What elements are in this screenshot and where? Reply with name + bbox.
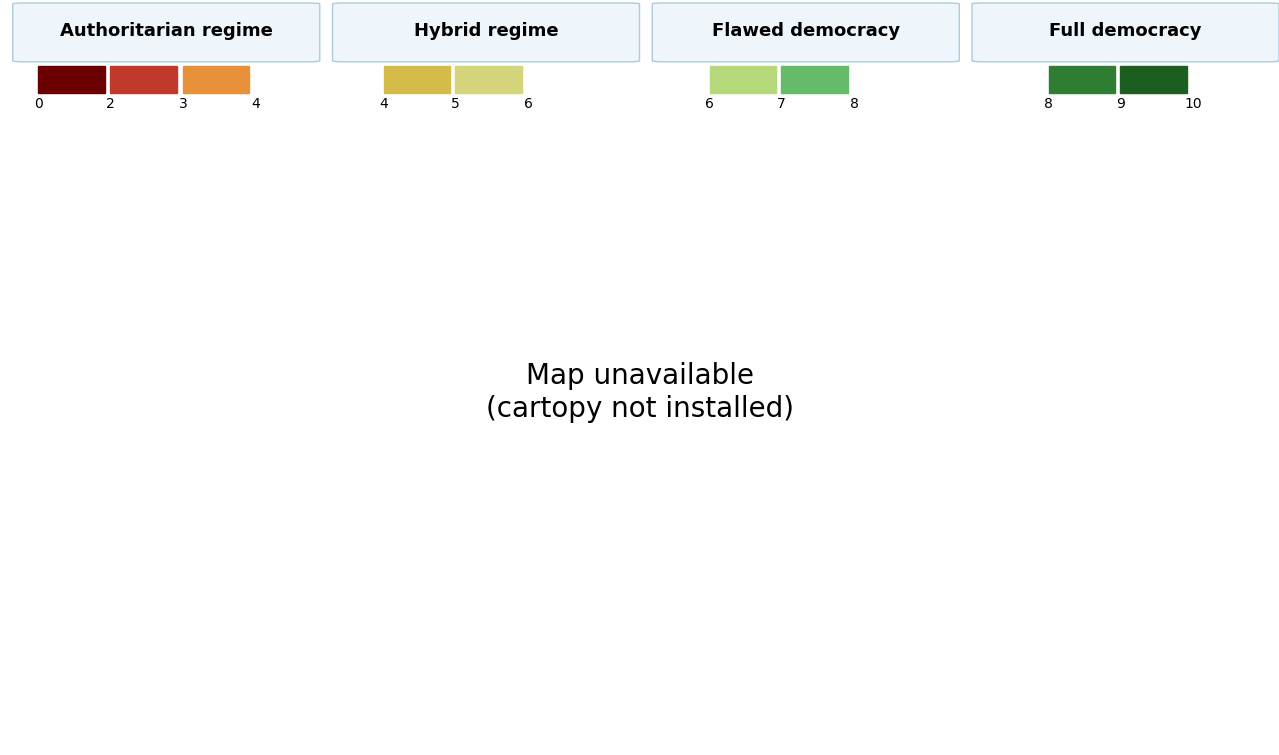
Bar: [710, 66, 776, 93]
Text: 10: 10: [1184, 97, 1202, 111]
Text: 8: 8: [851, 97, 858, 111]
Bar: [1120, 66, 1187, 93]
Text: 3: 3: [179, 97, 187, 111]
Bar: [781, 66, 848, 93]
Text: 2: 2: [106, 97, 114, 111]
Bar: [384, 66, 450, 93]
Bar: [38, 66, 105, 93]
Text: 0: 0: [35, 97, 42, 111]
Bar: [183, 66, 249, 93]
Text: 4: 4: [252, 97, 260, 111]
Text: Map unavailable
(cartopy not installed): Map unavailable (cartopy not installed): [486, 362, 793, 423]
FancyBboxPatch shape: [972, 3, 1279, 62]
Text: 4: 4: [380, 97, 388, 111]
Text: 8: 8: [1045, 97, 1053, 111]
FancyBboxPatch shape: [652, 3, 959, 62]
FancyBboxPatch shape: [13, 3, 320, 62]
Text: Flawed democracy: Flawed democracy: [711, 23, 900, 41]
Text: Hybrid regime: Hybrid regime: [413, 23, 559, 41]
Text: 6: 6: [524, 97, 532, 111]
Text: 6: 6: [706, 97, 714, 111]
Text: 9: 9: [1117, 97, 1124, 111]
FancyBboxPatch shape: [333, 3, 640, 62]
Text: 5: 5: [451, 97, 459, 111]
Text: 7: 7: [778, 97, 785, 111]
Bar: [1049, 66, 1115, 93]
Bar: [455, 66, 522, 93]
Bar: [110, 66, 177, 93]
Text: Authoritarian regime: Authoritarian regime: [60, 23, 272, 41]
Text: Full democracy: Full democracy: [1049, 23, 1202, 41]
